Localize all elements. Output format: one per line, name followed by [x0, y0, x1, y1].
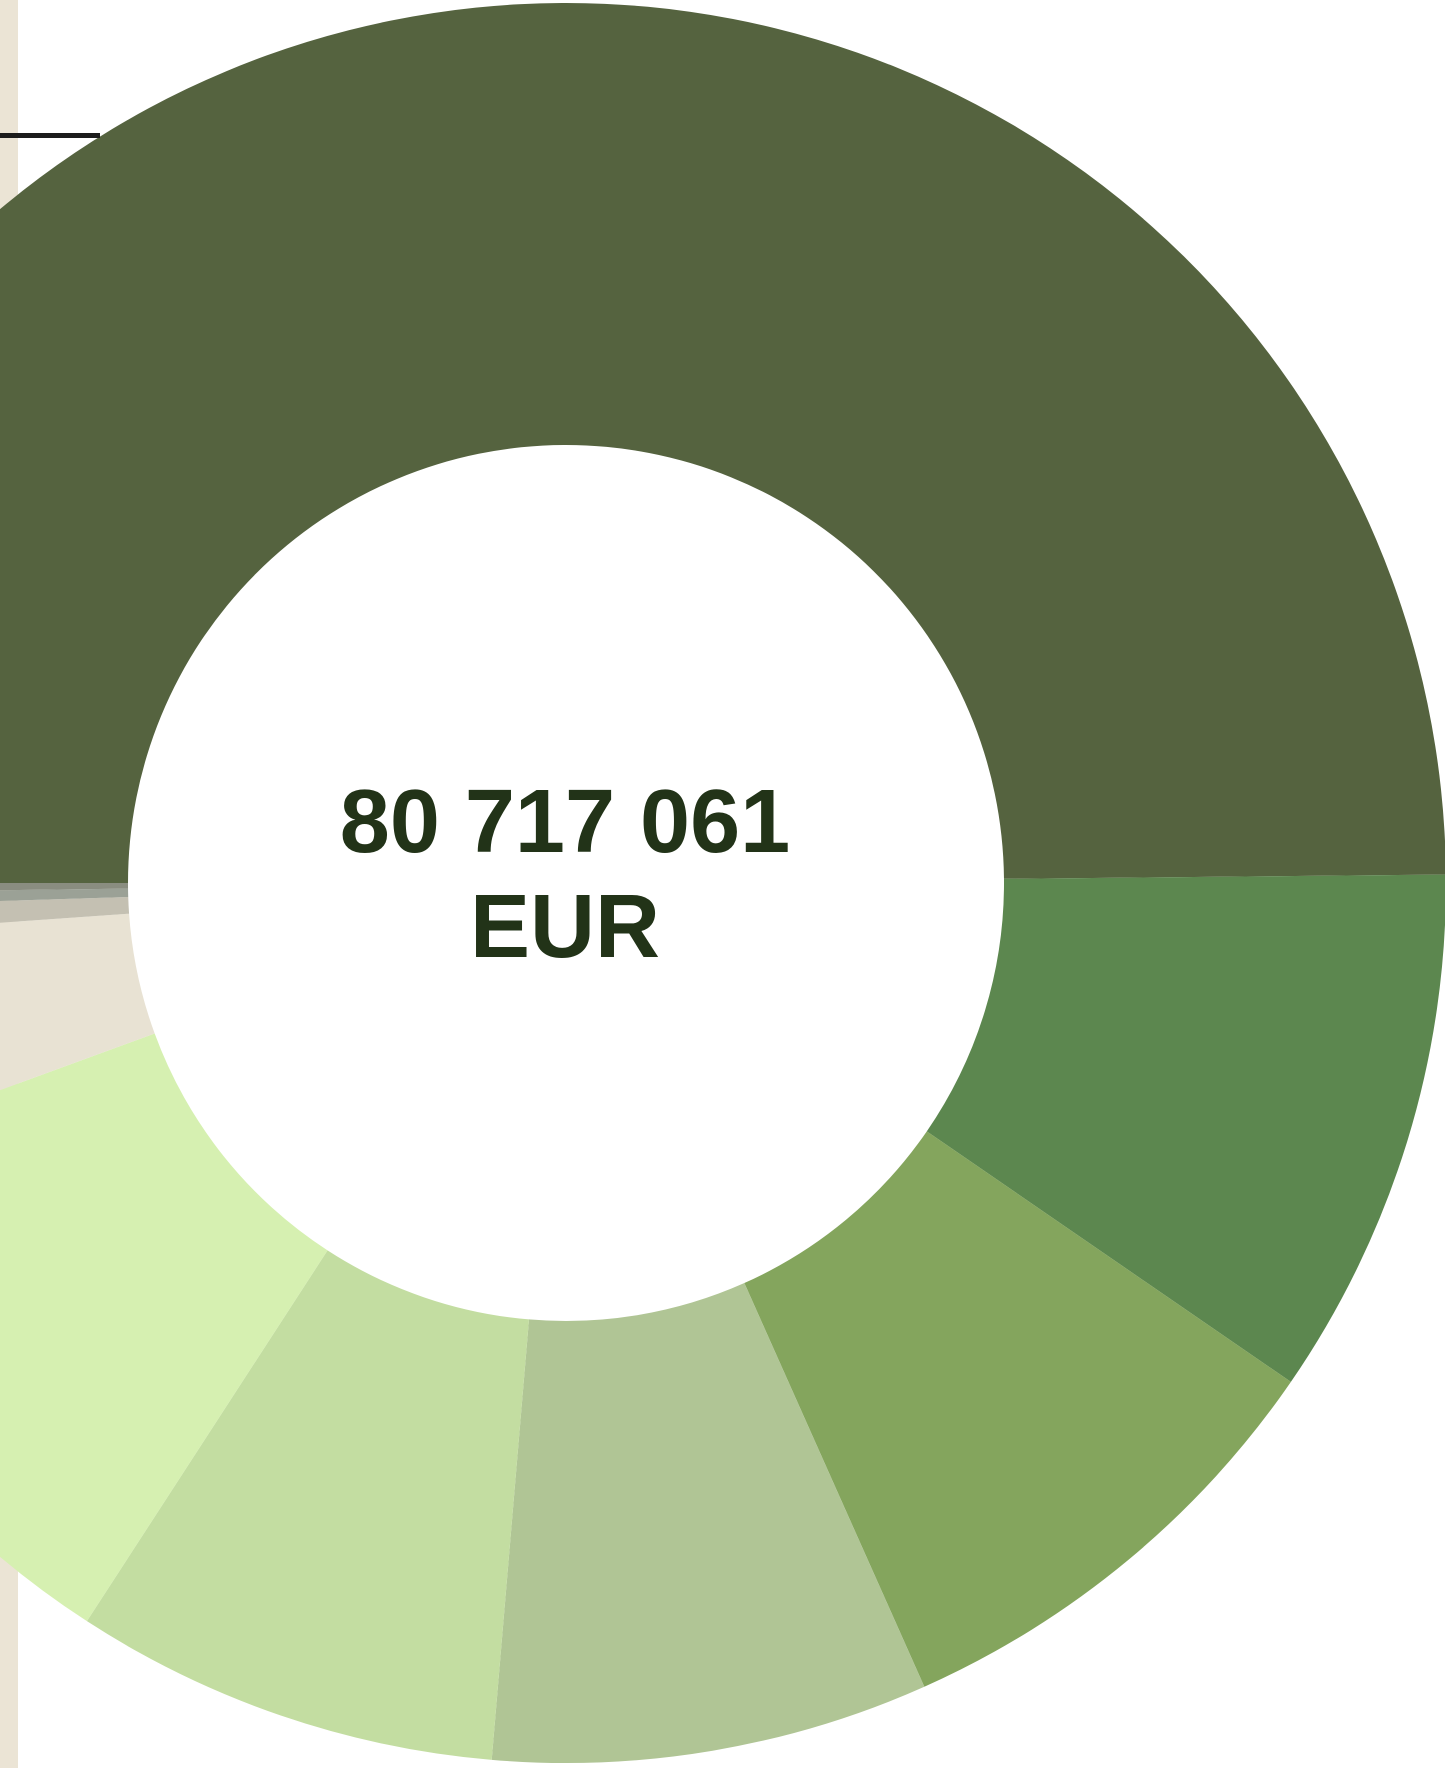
total-unit: EUR — [469, 877, 661, 977]
donut-slice-1 — [0, 2, 1445, 883]
donut-slice-5 — [86, 1250, 530, 1760]
donut-slice-4 — [491, 1283, 925, 1763]
donut-slice-6 — [0, 1033, 328, 1622]
donut-slice-3 — [744, 1131, 1291, 1687]
donut-slice-2 — [926, 874, 1445, 1382]
total-value: 80 717 061 — [339, 772, 791, 872]
donut-slice-9 — [0, 888, 129, 902]
donut-slice-10 — [0, 883, 129, 891]
donut-slice-7 — [0, 913, 155, 1091]
top-rule — [0, 133, 100, 138]
donut-slice-8 — [0, 896, 130, 923]
donut-center-label: 80 717 061 EUR — [130, 770, 1000, 980]
